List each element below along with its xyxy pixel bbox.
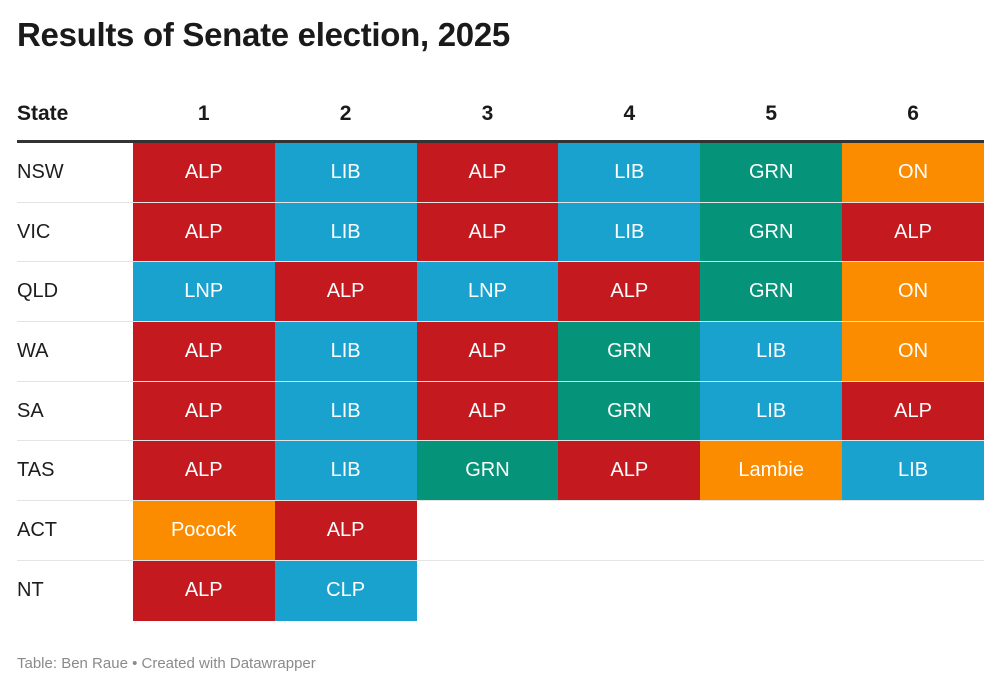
table-row: ACT Pocock ALP <box>17 501 984 561</box>
party-cell: GRN <box>558 322 701 381</box>
column-header-state: State <box>17 102 69 125</box>
party-cell: LNP <box>132 262 275 322</box>
table-row: WA ALP LIB ALP GRN LIB ON <box>17 322 984 382</box>
state-label: QLD <box>17 280 59 303</box>
chart-title: Results of Senate election, 2025 <box>17 16 510 53</box>
party-cell: ALP <box>416 143 559 202</box>
table-row: NT ALP CLP <box>17 560 984 621</box>
state-label: NSW <box>17 160 64 183</box>
party-cell: ALP <box>274 262 417 322</box>
results-table: State 1 2 3 4 5 6 NSW ALP LIB ALP LIB GRN ON VIC ALP LI… <box>17 88 984 621</box>
table-row: NSW ALP LIB ALP LIB GRN ON <box>17 143 984 203</box>
state-label: WA <box>17 339 49 362</box>
party-cell: ALP <box>132 441 275 501</box>
party-cell: GRN <box>700 202 843 262</box>
party-cell: ALP <box>558 262 701 322</box>
empty-cell <box>417 501 559 560</box>
table-row: TAS ALP LIB GRN ALP Lambie LIB <box>17 441 984 502</box>
state-label: TAS <box>17 459 55 482</box>
table-row: QLD LNP ALP LNP ALP GRN ON <box>17 262 984 323</box>
party-cell: LIB <box>558 143 701 202</box>
column-header-5: 5 <box>765 102 778 125</box>
party-cell: LIB <box>558 202 701 262</box>
source-footer: Table: Ben Raue • Created with Datawrapp… <box>17 655 316 672</box>
party-cell: LIB <box>274 381 417 441</box>
party-cell: ON <box>842 262 984 322</box>
party-cell: ALP <box>132 560 275 621</box>
empty-cell <box>417 561 559 621</box>
party-cell: LIB <box>700 322 843 381</box>
party-cell: ALP <box>558 441 701 501</box>
party-cell: LIB <box>274 441 417 501</box>
party-cell: ALP <box>842 381 984 441</box>
party-cell: CLP <box>274 560 417 621</box>
party-cell: ALP <box>416 381 559 441</box>
column-header-1: 1 <box>197 102 210 125</box>
empty-cell <box>842 501 984 560</box>
party-cell: LNP <box>416 262 559 322</box>
table-row: VIC ALP LIB ALP LIB GRN ALP <box>17 202 984 263</box>
party-cell: Lambie <box>700 441 843 501</box>
empty-cell <box>842 561 984 621</box>
party-cell: GRN <box>416 441 559 501</box>
party-cell: ALP <box>132 202 275 262</box>
party-cell: Pocock <box>132 501 275 560</box>
party-cell: LIB <box>274 322 417 381</box>
column-header-2: 2 <box>339 102 352 125</box>
column-header-3: 3 <box>481 102 494 125</box>
party-cell: ALP <box>132 322 275 381</box>
party-cell: ALP <box>132 143 275 202</box>
party-cell: ALP <box>416 322 559 381</box>
party-cell: LIB <box>700 381 843 441</box>
party-cell: LIB <box>274 202 417 262</box>
party-cell: ALP <box>416 202 559 262</box>
empty-cell <box>558 561 700 621</box>
state-label: SA <box>17 399 44 422</box>
party-cell: LIB <box>842 441 984 501</box>
column-header-4: 4 <box>623 102 636 125</box>
party-cell: GRN <box>700 262 843 322</box>
table-header-row: State 1 2 3 4 5 6 <box>17 88 984 143</box>
party-cell: LIB <box>274 143 417 202</box>
party-cell: ALP <box>842 202 984 262</box>
party-cell: ON <box>842 143 984 202</box>
empty-cell <box>700 501 842 560</box>
state-label: ACT <box>17 518 57 541</box>
party-cell: ON <box>842 322 984 381</box>
party-cell: GRN <box>558 381 701 441</box>
empty-cell <box>558 501 700 560</box>
party-cell: ALP <box>132 381 275 441</box>
state-label: NT <box>17 579 44 602</box>
column-header-6: 6 <box>907 102 919 125</box>
state-label: VIC <box>17 220 51 243</box>
table-body: NSW ALP LIB ALP LIB GRN ON VIC ALP LIB ALP LIB GRN AL… <box>17 143 984 621</box>
party-cell: GRN <box>700 143 843 202</box>
table-row: SA ALP LIB ALP GRN LIB ALP <box>17 381 984 442</box>
party-cell: ALP <box>274 501 417 560</box>
empty-cell <box>700 561 842 621</box>
